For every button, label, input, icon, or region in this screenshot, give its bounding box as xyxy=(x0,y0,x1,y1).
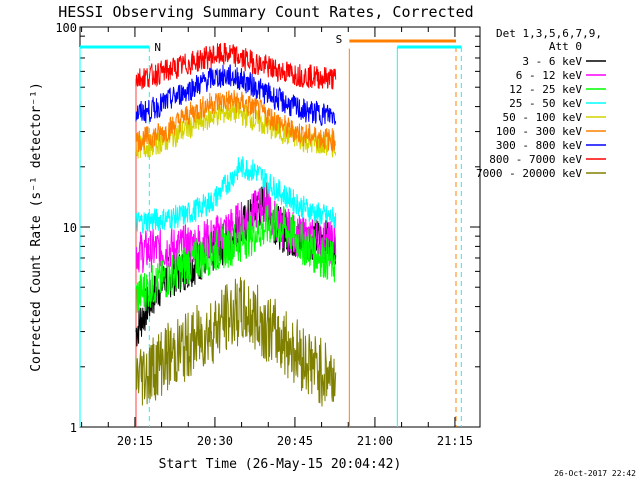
legend-entry-label: 100 - 300 keV xyxy=(496,125,582,138)
series-line xyxy=(135,203,337,313)
x-tick-label: 20:30 xyxy=(197,434,233,448)
x-tick-label: 20:15 xyxy=(117,434,153,448)
chart-title: HESSI Observing Summary Count Rates, Cor… xyxy=(58,3,473,21)
y-axis-label: Corrected Count Rate (s⁻¹ detector⁻¹) xyxy=(29,82,44,372)
series-line xyxy=(135,64,337,127)
legend-entry-label: 3 - 6 keV xyxy=(522,55,582,68)
y-tick-label: 1 xyxy=(70,421,77,435)
legend-entry-label: 800 - 7000 keV xyxy=(489,153,582,166)
y-tick-label: 10 xyxy=(63,221,77,235)
series-line xyxy=(135,156,337,234)
night-marker-label: N xyxy=(154,41,161,54)
x-tick-label: 21:15 xyxy=(437,434,473,448)
x-axis-label: Start Time (26-May-15 20:04:42) xyxy=(159,457,402,472)
legend-entry-label: 300 - 800 keV xyxy=(496,139,582,152)
footer-timestamp: 26-Oct-2017 22:42 xyxy=(554,469,636,478)
legend-entry-label: 6 - 12 keV xyxy=(516,69,583,82)
y-tick-label: 100 xyxy=(55,21,77,35)
x-tick-label: 20:45 xyxy=(277,434,313,448)
x-tick-label: 21:00 xyxy=(357,434,393,448)
series-line xyxy=(135,90,336,153)
legend-entry-label: 25 - 50 keV xyxy=(509,97,582,110)
legend-entry-label: 12 - 25 keV xyxy=(509,83,582,96)
series-line xyxy=(135,277,337,407)
saa-marker-label: S xyxy=(336,33,343,46)
series-line xyxy=(135,42,337,90)
legend-entry-label: 50 - 100 keV xyxy=(503,111,583,124)
legend-entry-label: 7000 - 20000 keV xyxy=(476,167,582,180)
legend-title: Det 1,3,5,6,7,9, xyxy=(496,27,602,40)
legend-title: Att 0 xyxy=(549,40,582,53)
